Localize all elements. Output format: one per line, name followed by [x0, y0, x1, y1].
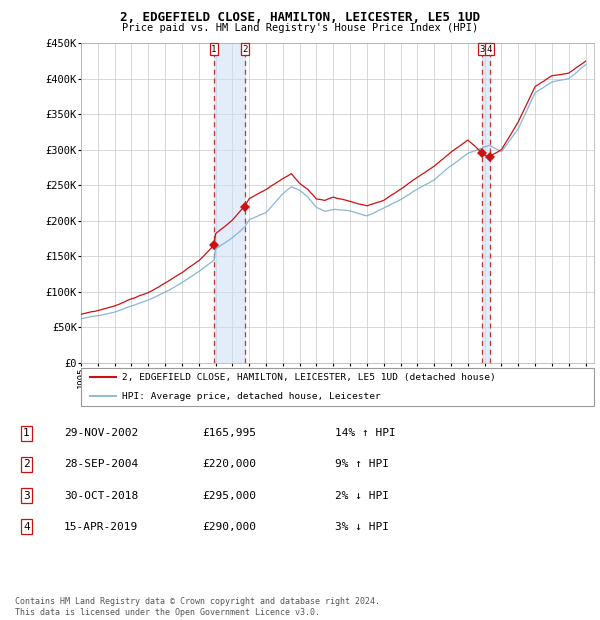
Text: 4: 4: [23, 522, 30, 532]
Text: 2, EDGEFIELD CLOSE, HAMILTON, LEICESTER, LE5 1UD: 2, EDGEFIELD CLOSE, HAMILTON, LEICESTER,…: [120, 11, 480, 24]
Text: 2: 2: [242, 45, 248, 54]
Text: Price paid vs. HM Land Registry's House Price Index (HPI): Price paid vs. HM Land Registry's House …: [122, 23, 478, 33]
Text: 2: 2: [23, 459, 30, 469]
Text: 15-APR-2019: 15-APR-2019: [64, 522, 138, 532]
Text: 2, EDGEFIELD CLOSE, HAMILTON, LEICESTER, LE5 1UD (detached house): 2, EDGEFIELD CLOSE, HAMILTON, LEICESTER,…: [122, 373, 496, 382]
Text: £290,000: £290,000: [202, 522, 256, 532]
Text: 3% ↓ HPI: 3% ↓ HPI: [335, 522, 389, 532]
Text: £220,000: £220,000: [202, 459, 256, 469]
Text: 2% ↓ HPI: 2% ↓ HPI: [335, 490, 389, 500]
Text: 29-NOV-2002: 29-NOV-2002: [64, 428, 138, 438]
Bar: [482, 43, 490, 363]
Text: 14% ↑ HPI: 14% ↑ HPI: [335, 428, 395, 438]
Text: £295,000: £295,000: [202, 490, 256, 500]
Text: 28-SEP-2004: 28-SEP-2004: [64, 459, 138, 469]
Text: HPI: Average price, detached house, Leicester: HPI: Average price, detached house, Leic…: [122, 392, 381, 401]
Text: £165,995: £165,995: [202, 428, 256, 438]
Text: 3: 3: [479, 45, 485, 54]
Text: 4: 4: [487, 45, 492, 54]
Text: 1: 1: [211, 45, 217, 54]
Text: 1: 1: [23, 428, 30, 438]
Text: 30-OCT-2018: 30-OCT-2018: [64, 490, 138, 500]
Text: Contains HM Land Registry data © Crown copyright and database right 2024.
This d: Contains HM Land Registry data © Crown c…: [15, 598, 380, 617]
Bar: [214, 43, 245, 363]
FancyBboxPatch shape: [81, 368, 594, 406]
Text: 9% ↑ HPI: 9% ↑ HPI: [335, 459, 389, 469]
Text: 3: 3: [23, 490, 30, 500]
